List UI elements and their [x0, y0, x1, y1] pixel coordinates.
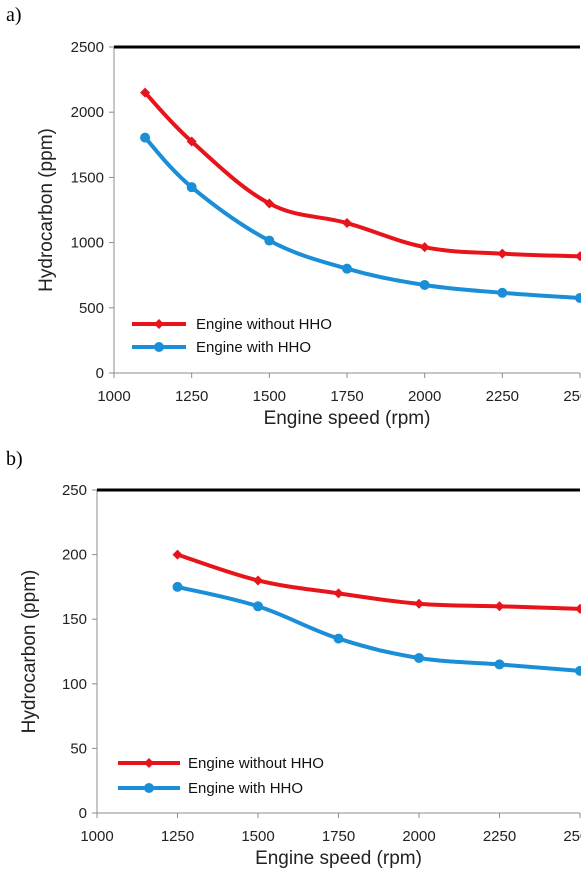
x-tick-label: 1500 — [253, 388, 286, 405]
data-point-diamond — [172, 549, 183, 560]
data-point-circle — [253, 601, 263, 612]
y-tick-label: 1500 — [71, 169, 104, 186]
y-axis-title: Hydrocarbon (ppm) — [19, 570, 40, 734]
data-point-circle — [342, 263, 352, 274]
x-tick-label: 2000 — [408, 388, 441, 405]
chart-a: 0 500 1000 1500 2000 2500 1000 1250 1500 1750 2000… — [36, 39, 581, 429]
legend-label-1: Engine without HHO — [188, 755, 324, 772]
x-axis-title: Engine speed (rpm) — [255, 848, 422, 869]
series-line-1 — [143, 90, 581, 259]
panel-label-b: b) — [6, 448, 23, 470]
legend-marker-circle — [144, 783, 154, 793]
data-point-circle — [575, 293, 581, 304]
data-point-circle — [575, 665, 581, 676]
chart-b: 0 50 100 150 200 250 1000 1250 1500 1750 2000 2250 2… — [19, 482, 581, 869]
data-point-circle — [140, 132, 151, 143]
y-tick-label: 200 — [62, 547, 87, 564]
data-point-circle — [186, 182, 197, 193]
x-tick-label: 2500 — [563, 388, 581, 405]
x-tick-label: 1250 — [161, 828, 194, 845]
data-point-circle — [172, 581, 183, 592]
x-tick-label: 1250 — [175, 388, 208, 405]
y-tick-label: 100 — [62, 676, 87, 693]
x-tick-label: 1750 — [322, 828, 355, 845]
legend-marker-diamond — [154, 319, 164, 329]
y-tick-label: 0 — [79, 805, 87, 822]
x-tick-label: 1000 — [80, 828, 113, 845]
y-tick-label: 150 — [62, 611, 87, 628]
data-point-circle — [494, 659, 505, 670]
data-point-diamond — [264, 198, 275, 209]
data-point-diamond — [342, 218, 352, 229]
data-point-circle — [414, 652, 424, 663]
data-point-circle — [333, 633, 344, 644]
x-tick-label: 2000 — [402, 828, 435, 845]
x-tick-label: 2500 — [563, 828, 581, 845]
data-point-diamond — [575, 251, 581, 262]
x-tick-label: 2250 — [486, 388, 519, 405]
data-point-diamond — [419, 242, 430, 253]
x-tick-label: 2250 — [483, 828, 516, 845]
data-point-diamond — [253, 575, 263, 586]
legend-label-2: Engine with HHO — [196, 339, 311, 356]
data-point-diamond — [494, 601, 505, 612]
x-axis-title: Engine speed (rpm) — [264, 408, 431, 429]
y-tick-label: 2500 — [71, 39, 104, 56]
data-point-circle — [497, 287, 508, 298]
panel-label-a: a) — [6, 4, 22, 26]
x-tick-label: 1000 — [97, 388, 130, 405]
legend-label-2: Engine with HHO — [188, 780, 303, 797]
data-point-diamond — [575, 603, 581, 614]
data-point-circle — [419, 279, 430, 290]
data-point-diamond — [140, 87, 151, 98]
x-tick-label: 1500 — [241, 828, 274, 845]
legend-marker-circle — [154, 342, 164, 352]
y-tick-label: 0 — [96, 365, 104, 382]
data-point-diamond — [414, 598, 424, 609]
series-line-2 — [143, 135, 581, 301]
y-tick-label: 1000 — [71, 235, 104, 252]
legend-marker-diamond — [144, 758, 154, 768]
legend-label-1: Engine without HHO — [196, 316, 332, 333]
data-point-circle — [264, 235, 275, 246]
y-tick-label: 50 — [70, 740, 87, 757]
y-axis-title: Hydrocarbon (ppm) — [36, 128, 57, 292]
y-tick-label: 500 — [79, 300, 104, 317]
y-tick-label: 250 — [62, 482, 87, 499]
y-tick-label: 2000 — [71, 104, 104, 121]
data-point-diamond — [497, 248, 508, 259]
data-point-diamond — [186, 136, 197, 147]
data-point-diamond — [333, 588, 344, 599]
x-tick-label: 1750 — [330, 388, 363, 405]
